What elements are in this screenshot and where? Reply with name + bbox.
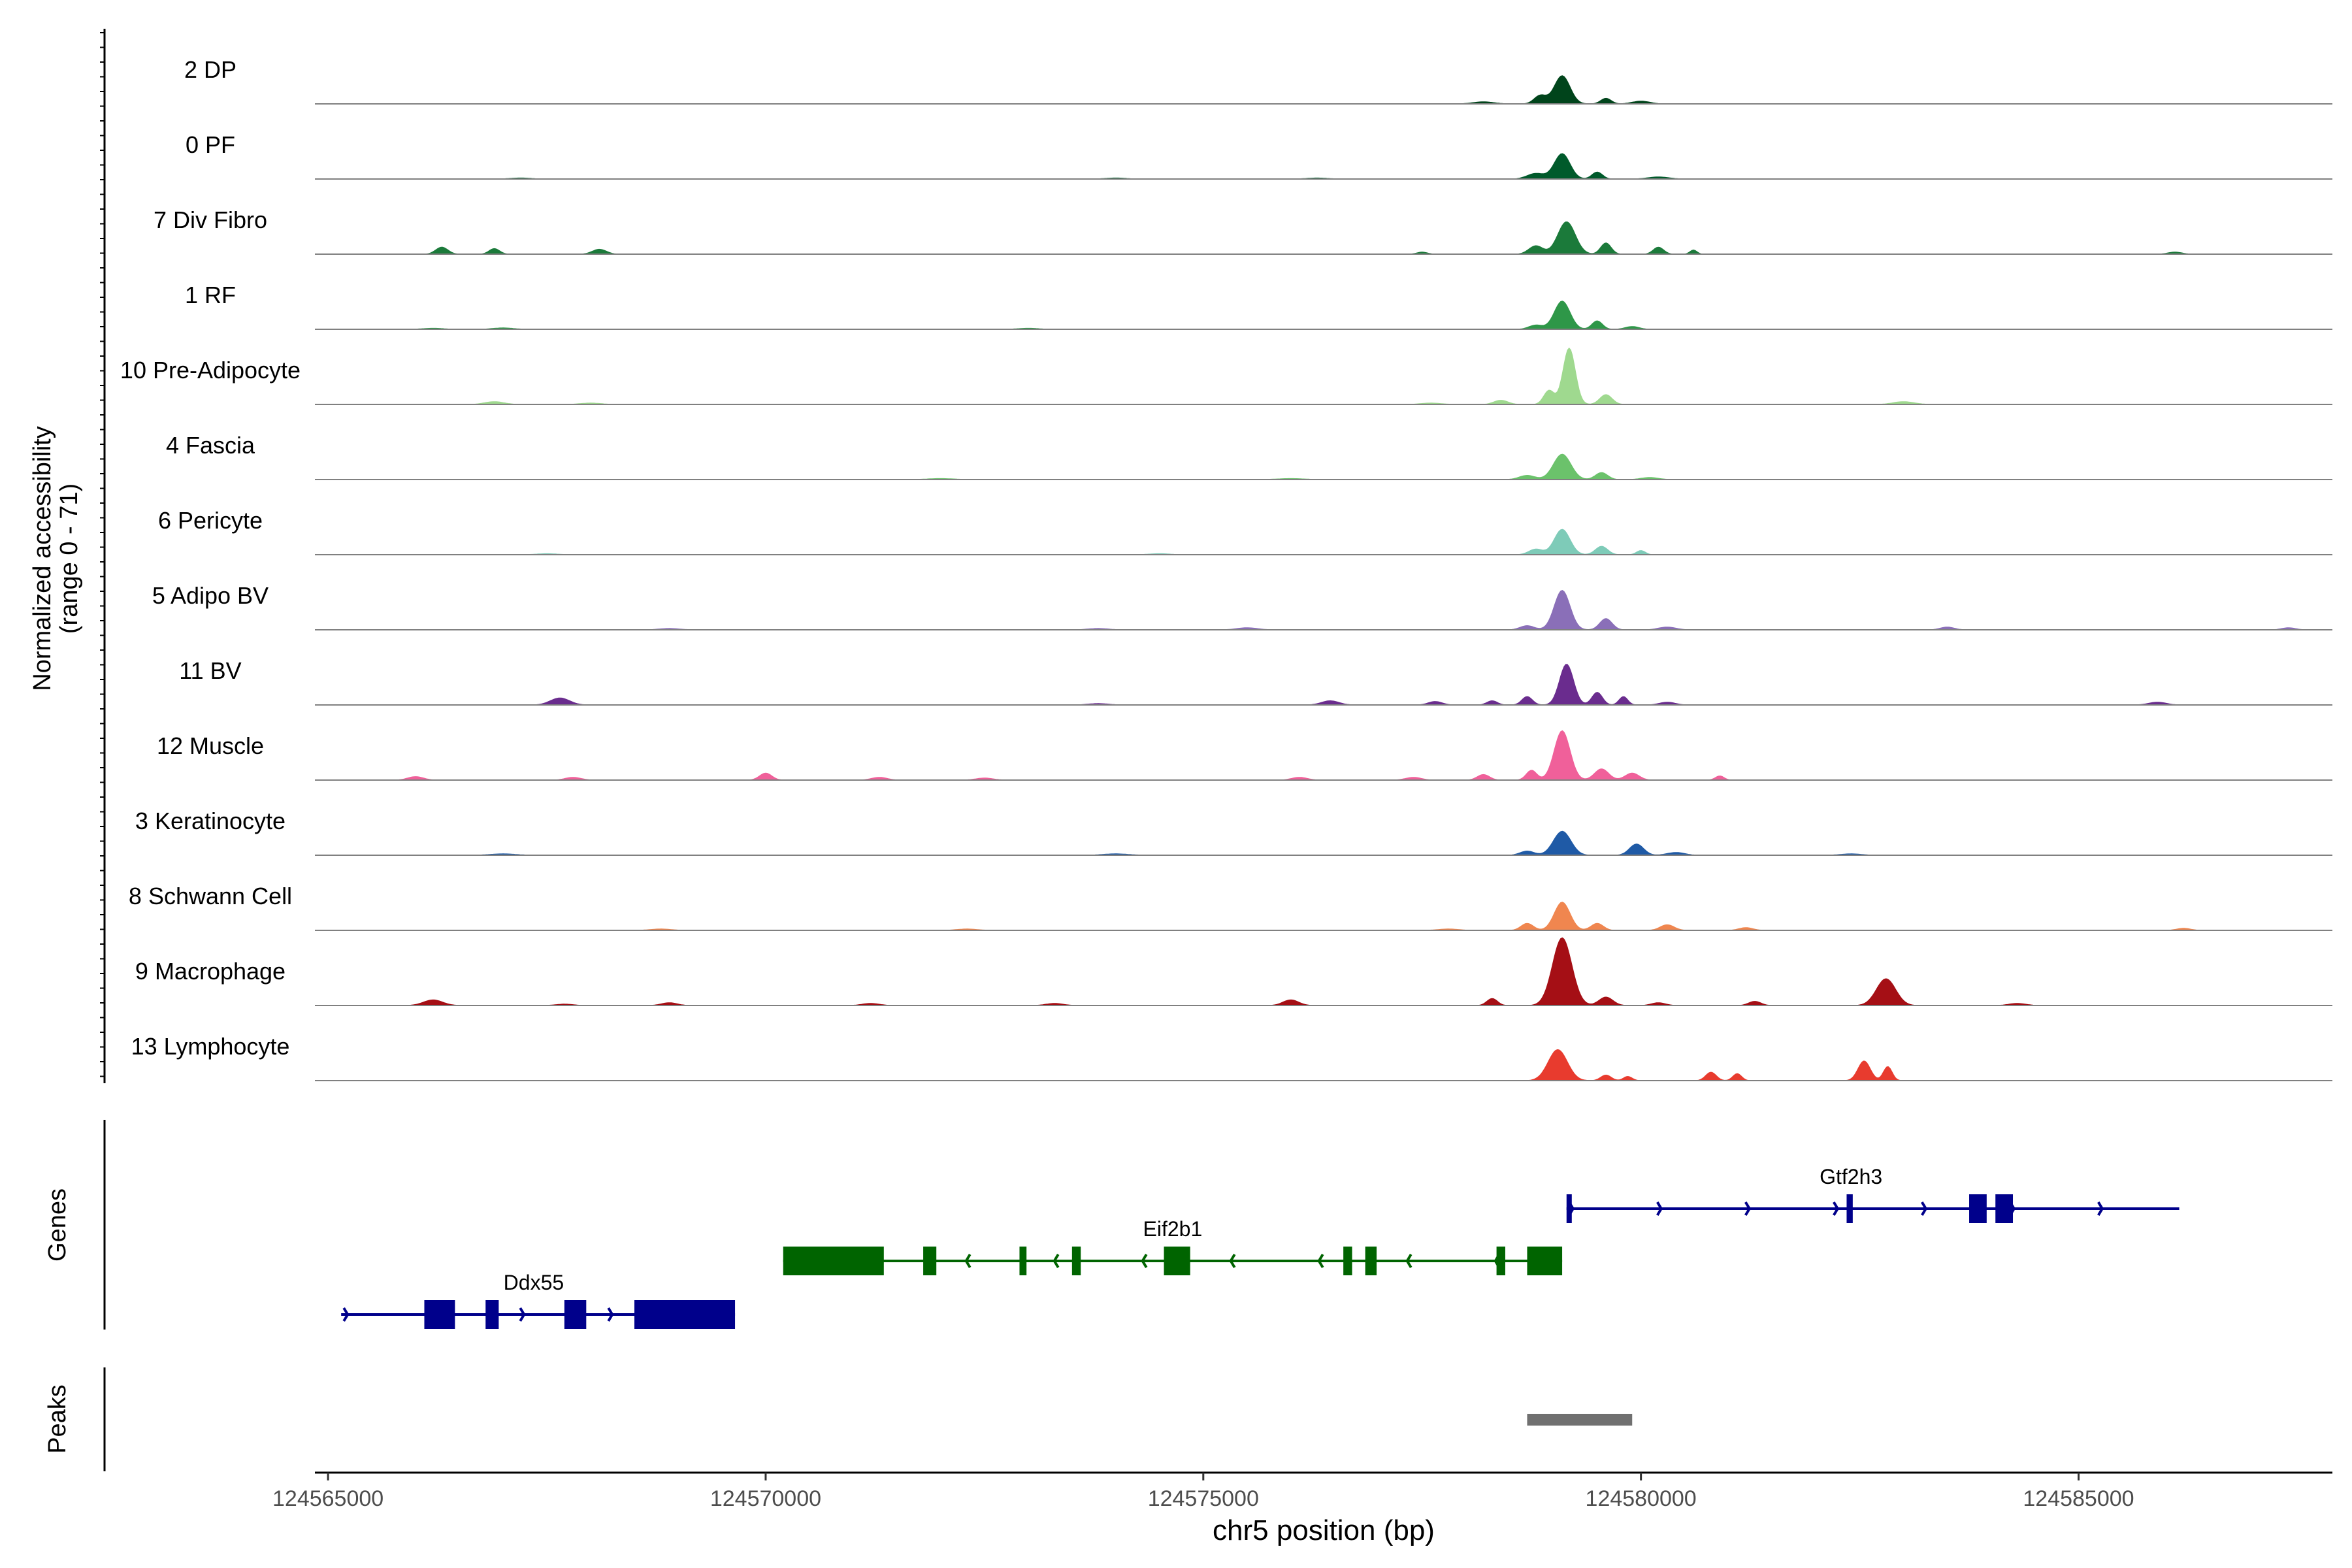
strand-arrow [1921, 1201, 1928, 1217]
track-area [315, 730, 2332, 781]
gene-exon [1846, 1194, 1853, 1223]
track-label: 7 Div Fibro [154, 206, 267, 233]
track-area [315, 301, 2332, 330]
gene-exon [783, 1247, 884, 1275]
track-area [315, 589, 2332, 630]
strand-arrow [1053, 1253, 1060, 1269]
strand-arrow [1405, 1253, 1413, 1269]
track-label: 13 Lymphocyte [131, 1033, 290, 1060]
gene-label: Eif2b1 [1143, 1217, 1203, 1241]
gene-exon [424, 1300, 455, 1329]
coverage-y-axis-ticks [100, 32, 105, 1077]
gene-exon [485, 1300, 499, 1329]
track-area [315, 75, 2332, 105]
track-area [315, 347, 2332, 405]
track-area [315, 221, 2332, 255]
gene-exon [1019, 1247, 1027, 1275]
genes-panel-label: Genes [44, 1188, 71, 1262]
gene-exon [634, 1300, 736, 1329]
track-label: 1 RF [185, 282, 236, 308]
gene-exon [1995, 1194, 2014, 1223]
track-label: 11 BV [179, 657, 241, 684]
track-label: 2 DP [184, 56, 237, 83]
track-area [315, 830, 2332, 856]
gene-label: Gtf2h3 [1820, 1165, 1882, 1188]
gene-exon [1365, 1247, 1377, 1275]
strand-arrow [1229, 1253, 1236, 1269]
gene-exon [1164, 1247, 1190, 1275]
track-area [315, 1049, 2332, 1081]
strand-arrow [519, 1307, 526, 1322]
gene-exon [1527, 1247, 1563, 1275]
coverage-tracks: 2 DP 0 PF 7 Div Fibro 1 RF 10 Pre-Adipocyte 4… [120, 56, 2332, 1081]
gene-exon [1071, 1247, 1081, 1275]
gene-exon [1343, 1247, 1352, 1275]
y-axis-label-line2: (range 0 - 71) [56, 483, 83, 634]
track-label: 6 Pericyte [158, 507, 263, 534]
track-label: 8 Schwann Cell [129, 883, 292, 909]
track-label: 0 PF [186, 131, 235, 158]
peaks-panel-label: Peaks [44, 1384, 71, 1454]
x-tick-label: 124575000 [1148, 1486, 1259, 1511]
x-tick-label: 124570000 [710, 1486, 821, 1511]
x-tick-label: 124585000 [2023, 1486, 2134, 1511]
gene-label: Ddx55 [504, 1271, 564, 1294]
peak-region-bar [1527, 1414, 1633, 1426]
track-label: 9 Macrophage [135, 958, 286, 985]
track-area [315, 153, 2332, 180]
x-axis-label: chr5 position (bp) [1213, 1514, 1435, 1546]
gene-annotations: Ddx55 Eif2b1 Gtf2h3 [341, 1165, 2180, 1329]
peak-regions [1527, 1414, 1633, 1426]
track-label: 4 Fascia [166, 432, 255, 459]
track-label: 10 Pre-Adipocyte [120, 357, 301, 384]
x-tick-label: 124565000 [272, 1486, 384, 1511]
gene-exon [1566, 1194, 1572, 1223]
strand-arrow [1833, 1201, 1840, 1217]
track-area [315, 937, 2332, 1006]
track-area [315, 902, 2332, 931]
strand-arrow [1141, 1253, 1148, 1269]
strand-arrow [607, 1307, 614, 1322]
strand-arrow [964, 1253, 972, 1269]
track-label: 12 Muscle [157, 732, 264, 759]
gene-exon [564, 1300, 587, 1329]
strand-arrow [2097, 1201, 2104, 1217]
track-area [315, 453, 2332, 480]
strand-arrow [1656, 1201, 1663, 1217]
strand-arrow [1744, 1201, 1752, 1217]
track-label: 5 Adipo BV [152, 582, 269, 609]
strand-arrow [342, 1307, 350, 1322]
track-area [315, 664, 2332, 706]
x-tick-label: 124580000 [1586, 1486, 1697, 1511]
track-label: 3 Keratinocyte [135, 808, 286, 834]
gene-exon [1496, 1247, 1505, 1275]
y-axis-label-line1: Normalized accessibility [29, 426, 56, 691]
gene-exon [923, 1247, 937, 1275]
gene-exon [1969, 1194, 1987, 1223]
x-axis-ticks: 124565000 124570000 124575000 124580000 1245… [272, 1473, 2134, 1511]
strand-arrow [1317, 1253, 1324, 1269]
track-area [315, 529, 2332, 555]
